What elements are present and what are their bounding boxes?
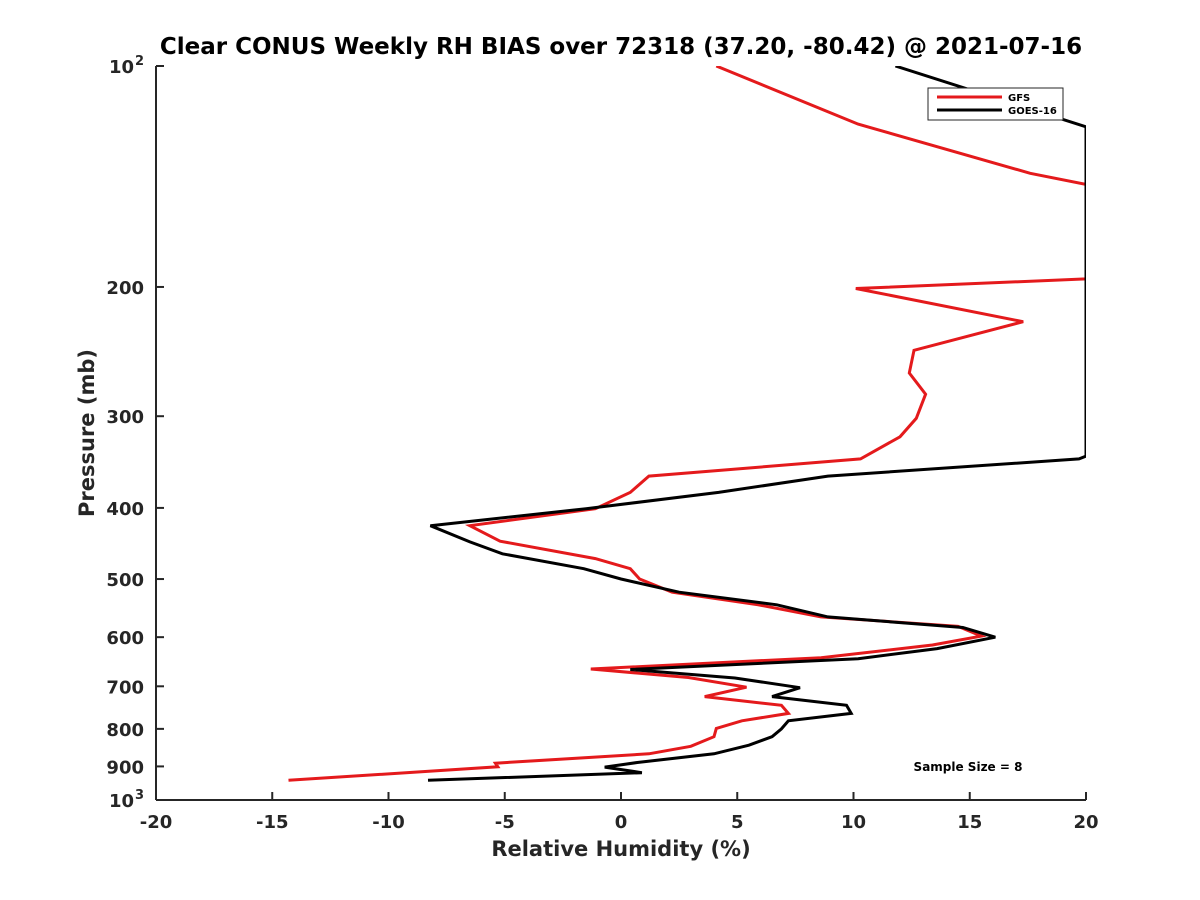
y-tick-label: 700 <box>106 677 144 698</box>
x-tick-label: -15 <box>256 812 289 833</box>
chart-title: Clear CONUS Weekly RH BIAS over 72318 (3… <box>160 34 1082 60</box>
x-tick-label: 5 <box>731 812 744 833</box>
sample-size-annotation: Sample Size = 8 <box>914 760 1023 774</box>
x-ticks: -20 -15 -10 -5 0 5 10 15 20 <box>140 792 1099 833</box>
y-tick-label: 400 <box>106 499 144 520</box>
y-tick-label: 10 <box>109 791 134 812</box>
legend-label: GOES-16 <box>1008 106 1057 117</box>
y-tick-exponent: 2 <box>135 54 144 69</box>
y-axis-label: Pressure (mb) <box>75 349 99 517</box>
series-layer <box>288 66 1086 782</box>
x-tick-label: 20 <box>1073 812 1098 833</box>
x-axis-label: Relative Humidity (%) <box>491 837 750 861</box>
x-tick-label: -5 <box>495 812 515 833</box>
legend-label: GFS <box>1008 93 1030 104</box>
series-line-goes-16 <box>427 66 1086 782</box>
y-tick-label: 500 <box>106 570 144 591</box>
y-tick-label: 200 <box>106 278 144 299</box>
y-tick-label: 900 <box>106 757 144 778</box>
y-tick-label: 800 <box>106 720 144 741</box>
y-tick-exponent: 3 <box>135 788 144 803</box>
legend-box <box>927 87 1064 121</box>
x-tick-label: 15 <box>957 812 982 833</box>
x-tick-label: -10 <box>372 812 405 833</box>
y-tick-label: 10 <box>109 57 134 78</box>
y-tick-label: 300 <box>106 407 144 428</box>
y-tick-label: 600 <box>106 628 144 649</box>
x-tick-label: -20 <box>140 812 173 833</box>
axes-layer <box>155 66 1086 801</box>
x-tick-label: 0 <box>615 812 628 833</box>
x-tick-label: 10 <box>841 812 866 833</box>
legend: GFS GOES-16 <box>927 87 1064 121</box>
